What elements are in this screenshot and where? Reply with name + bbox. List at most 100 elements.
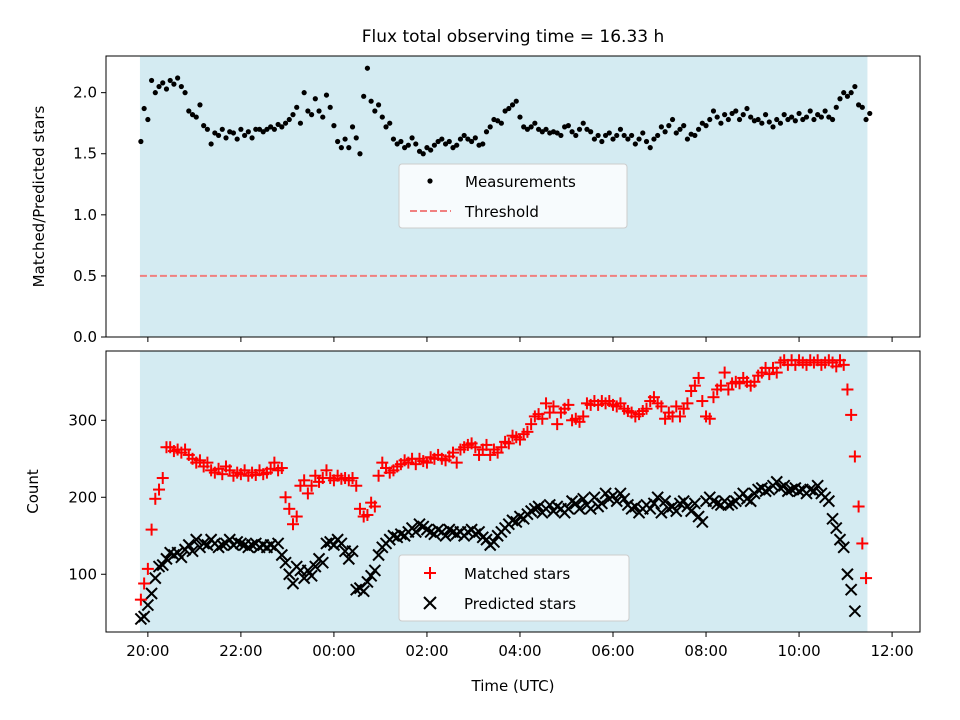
measurement-point <box>215 132 222 139</box>
predicted-star-point <box>394 528 408 541</box>
measurement-point <box>368 98 374 104</box>
predicted-star-point <box>320 537 333 550</box>
measurement-point <box>450 145 456 151</box>
measurement-point <box>695 126 702 132</box>
measurement-point <box>465 136 471 142</box>
measurement-point <box>338 145 344 151</box>
measurement-point <box>718 120 724 126</box>
measurement-point <box>707 116 713 123</box>
y-tick-label: 0.0 <box>73 328 97 346</box>
measurement-point <box>591 136 598 142</box>
measurement-point <box>837 96 843 102</box>
measurement-point <box>506 105 512 112</box>
measurement-point <box>867 110 873 117</box>
predicted-star-point <box>145 587 158 600</box>
predicted-star-point <box>230 535 244 549</box>
measurement-point <box>576 126 583 132</box>
measurement-point <box>148 77 155 84</box>
matched-star-point <box>681 397 694 410</box>
matched-star-point <box>216 468 229 481</box>
matched-star-point <box>502 437 515 450</box>
matched-star-point <box>156 472 169 485</box>
matched-star-point <box>673 410 686 423</box>
measurement-point <box>584 126 590 132</box>
predicted-star-point <box>777 479 791 492</box>
measurement-point <box>375 102 382 108</box>
measurement-point <box>573 132 579 139</box>
predicted-star-point <box>833 533 847 546</box>
x-tick-label: 04:00 <box>498 642 541 660</box>
y-tick-label: 100 <box>68 565 97 583</box>
measurement-point <box>442 141 449 147</box>
measurements-series <box>138 65 873 157</box>
predicted-star-point <box>629 500 642 513</box>
measurement-point <box>759 120 765 126</box>
measurement-point <box>818 114 824 120</box>
measurement-point <box>521 124 527 130</box>
measurement-point <box>848 90 854 96</box>
matched-star-point <box>722 383 735 396</box>
predicted-star-point <box>286 577 300 590</box>
predicted-star-point <box>350 583 363 596</box>
predicted-star-point <box>327 538 341 552</box>
matched-star-point <box>298 474 311 487</box>
measurement-point <box>748 114 754 120</box>
measurement-point <box>651 136 657 142</box>
predicted-stars-series <box>134 475 862 626</box>
measurement-point <box>223 135 229 141</box>
measurement-point <box>178 83 184 90</box>
measurement-point <box>253 126 259 132</box>
matched-star-point <box>837 358 850 371</box>
predicted-star-point <box>335 537 348 550</box>
measurement-point <box>610 136 616 142</box>
count-y-axis-label: Count <box>24 469 42 514</box>
matched-star-point <box>688 379 701 392</box>
measurement-point <box>614 132 620 139</box>
matched-star-point <box>446 446 459 459</box>
predicted-star-point <box>309 560 322 573</box>
measurement-point <box>186 108 192 114</box>
x-ticks: 20:00 22:00 00:00 02:00 04:00 06:00 08:00 10:00… <box>126 632 914 660</box>
predicted-star-point <box>245 538 259 552</box>
measurement-point <box>439 136 445 142</box>
measurement-point <box>245 129 251 135</box>
matched-star-point <box>540 397 553 410</box>
matched-star-point <box>547 400 560 413</box>
y-tick-label: 300 <box>68 411 97 429</box>
measurement-point <box>435 138 441 145</box>
predicted-star-point <box>357 584 370 598</box>
predicted-star-point <box>617 492 631 506</box>
count-y-ticks: 100 200 300 <box>68 411 106 583</box>
measurement-point <box>833 104 839 110</box>
measurement-point <box>167 77 173 84</box>
matched-star-point <box>134 593 147 606</box>
predicted-star-point <box>573 502 586 516</box>
measurement-point <box>461 132 467 139</box>
matched-star-point <box>309 469 322 482</box>
measurement-point <box>722 112 728 118</box>
measurement-point <box>729 110 735 117</box>
matched-star-point <box>320 464 333 477</box>
legend-measurements-label: Measurements <box>465 173 576 191</box>
x-tick-label: 08:00 <box>684 642 727 660</box>
measurement-point <box>762 112 769 118</box>
measurement-point <box>714 114 720 120</box>
predicted-star-point <box>297 571 311 585</box>
measurement-point <box>297 120 304 126</box>
count-legend: Matched stars Predicted stars <box>398 554 630 622</box>
ratio-y-ticks: 0.0 0.5 1.0 1.5 2.0 <box>73 84 106 346</box>
measurement-point <box>483 129 490 135</box>
predicted-star-point <box>677 494 690 508</box>
predicted-star-point <box>848 605 862 618</box>
predicted-star-point <box>804 483 817 496</box>
measurement-point <box>201 123 207 129</box>
predicted-star-point <box>811 479 824 492</box>
predicted-star-point <box>372 548 385 562</box>
matched-star-point <box>670 400 683 413</box>
matched-star-point <box>692 371 705 384</box>
y-tick-label: 1.0 <box>73 206 97 224</box>
measurement-point <box>212 130 218 136</box>
measurement-point <box>569 129 575 135</box>
measurement-point <box>387 120 393 126</box>
matched-star-point <box>290 510 303 523</box>
